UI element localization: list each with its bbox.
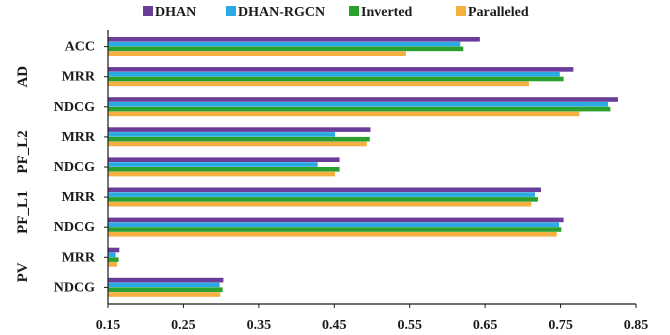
bar-dhan-8	[108, 247, 120, 253]
legend-label-inverted: Inverted	[361, 5, 413, 20]
labels: ACC MRR NDCG MRR NDCG MRR NDCG MRR NDCG AD PF_L2 PF…	[15, 40, 96, 296]
x-tick-label: 0.55	[397, 318, 422, 333]
legend-label-dhan-rgcn: DHAN-RGCN	[238, 5, 325, 20]
legend-swatch-paralleled	[456, 6, 466, 16]
bar-inverted-9	[108, 287, 223, 292]
bar-paralleled-8	[108, 262, 118, 267]
bar-dhan-3	[108, 97, 618, 102]
x-tick-label: 0.85	[624, 318, 649, 333]
bar-dhan-rgcn-4	[108, 132, 336, 137]
bar-dhan-rgcn-6	[108, 192, 535, 197]
category-label: NDCG	[54, 220, 95, 235]
category-label: NDCG	[54, 280, 95, 295]
bar-paralleled-1	[108, 51, 406, 56]
bar-dhan-rgcn-9	[108, 282, 220, 288]
bars	[108, 37, 618, 297]
x-tick-label: 0.15	[96, 318, 121, 333]
bar-inverted-7	[108, 227, 562, 232]
bar-dhan-7	[108, 217, 564, 223]
bar-dhan-rgcn-5	[108, 162, 318, 167]
legend-swatch-dhan-rgcn	[226, 6, 236, 16]
group-label-pv: PV	[15, 262, 31, 282]
category-label: MRR	[62, 70, 96, 85]
legend-swatch-inverted	[349, 6, 359, 16]
x-tick-label: 0.35	[247, 318, 272, 333]
bar-dhan-rgcn-7	[108, 222, 560, 227]
bar-dhan-2	[108, 67, 574, 72]
bar-dhan-rgcn-3	[108, 102, 609, 107]
group-label-pf-l1: PF_L1	[15, 191, 31, 234]
bar-paralleled-6	[108, 201, 532, 207]
category-label: NDCG	[54, 100, 95, 115]
bar-paralleled-3	[108, 111, 580, 117]
legend-label-dhan: DHAN	[155, 5, 196, 20]
category-label: ACC	[65, 40, 95, 55]
bar-dhan-rgcn-8	[108, 252, 116, 258]
axes: 0.15 0.25 0.35 0.45 0.55 0.65 0.75 0.85	[96, 30, 649, 333]
legend-label-paralleled: Paralleled	[468, 5, 529, 20]
category-label: MRR	[62, 190, 96, 205]
bar-paralleled-7	[108, 232, 557, 237]
bar-dhan-6	[108, 187, 541, 193]
bar-inverted-4	[108, 136, 370, 142]
legend-swatch-dhan	[143, 6, 153, 16]
bar-dhan-rgcn-1	[108, 41, 461, 47]
category-label: MRR	[62, 130, 96, 145]
legend: DHAN DHAN-RGCN Inverted Paralleled	[143, 5, 529, 20]
bar-dhan-5	[108, 157, 340, 162]
bar-paralleled-5	[108, 171, 336, 177]
group-label-pf-l2: PF_L2	[15, 130, 31, 173]
x-tick-label: 0.75	[548, 318, 573, 333]
bar-dhan-rgcn-2	[108, 71, 560, 77]
group-label-ad: AD	[15, 66, 31, 88]
x-tick-label: 0.45	[322, 318, 347, 333]
x-tick-label: 0.65	[473, 318, 498, 333]
bar-inverted-5	[108, 167, 340, 172]
bar-inverted-2	[108, 76, 564, 82]
bar-paralleled-4	[108, 141, 367, 147]
bar-inverted-3	[108, 106, 611, 112]
bar-inverted-8	[108, 257, 119, 262]
bar-inverted-6	[108, 197, 538, 202]
bar-dhan-9	[108, 277, 224, 283]
bar-paralleled-2	[108, 81, 529, 87]
bar-dhan-4	[108, 127, 371, 132]
bar-paralleled-9	[108, 292, 221, 297]
bar-inverted-1	[108, 46, 464, 52]
x-tick-label: 0.25	[171, 318, 196, 333]
category-label: NDCG	[54, 160, 95, 175]
bar-dhan-1	[108, 37, 480, 42]
category-label: MRR	[62, 250, 96, 265]
